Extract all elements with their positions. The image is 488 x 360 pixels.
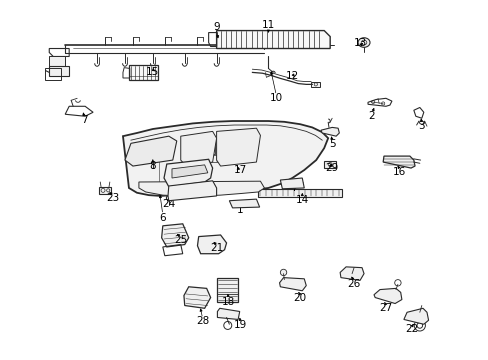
Text: 23: 23: [106, 193, 120, 203]
Text: 29: 29: [325, 163, 338, 173]
Polygon shape: [122, 121, 327, 196]
Text: 24: 24: [162, 199, 175, 209]
Polygon shape: [229, 199, 259, 208]
Text: 27: 27: [379, 302, 392, 312]
Text: 20: 20: [293, 293, 306, 302]
Polygon shape: [217, 308, 239, 319]
Polygon shape: [181, 131, 216, 167]
Bar: [216, 141, 238, 154]
Polygon shape: [403, 308, 427, 324]
Text: 25: 25: [174, 235, 187, 245]
Text: 8: 8: [149, 161, 156, 171]
Bar: [311, 82, 320, 87]
Ellipse shape: [357, 38, 369, 47]
Polygon shape: [197, 235, 226, 254]
Polygon shape: [139, 181, 264, 196]
Text: 22: 22: [405, 324, 418, 334]
Polygon shape: [279, 278, 305, 291]
Bar: [217, 278, 238, 302]
Text: 16: 16: [392, 167, 406, 177]
Ellipse shape: [136, 141, 158, 159]
Text: 19: 19: [233, 320, 246, 330]
Polygon shape: [280, 178, 304, 189]
Bar: [99, 187, 111, 194]
Polygon shape: [49, 67, 69, 76]
Polygon shape: [125, 136, 176, 166]
Polygon shape: [373, 288, 401, 303]
Bar: [324, 161, 335, 168]
Bar: [190, 141, 214, 154]
Text: 17: 17: [233, 165, 246, 175]
Ellipse shape: [280, 269, 286, 276]
Text: 3: 3: [418, 121, 424, 131]
Polygon shape: [216, 128, 260, 166]
Text: 12: 12: [285, 71, 298, 81]
Text: 2: 2: [368, 111, 375, 121]
Bar: [129, 65, 157, 80]
Text: 6: 6: [159, 213, 166, 223]
Polygon shape: [183, 287, 210, 308]
Polygon shape: [49, 57, 65, 67]
Text: 7: 7: [81, 115, 87, 125]
Polygon shape: [383, 156, 414, 168]
Text: 1: 1: [237, 205, 244, 215]
Polygon shape: [320, 127, 339, 136]
Polygon shape: [162, 224, 188, 247]
Ellipse shape: [155, 142, 170, 154]
Polygon shape: [168, 181, 216, 201]
Text: 26: 26: [347, 279, 360, 289]
Text: 13: 13: [353, 37, 366, 48]
Text: 14: 14: [295, 195, 308, 205]
Text: 10: 10: [269, 93, 283, 103]
Polygon shape: [216, 31, 329, 49]
Polygon shape: [340, 267, 363, 280]
Polygon shape: [172, 165, 207, 178]
Text: 9: 9: [213, 22, 220, 32]
Bar: [157, 150, 161, 192]
Text: 18: 18: [222, 297, 235, 306]
Polygon shape: [163, 159, 212, 187]
Text: 5: 5: [328, 139, 335, 149]
Text: 11: 11: [261, 19, 274, 30]
Bar: [258, 189, 342, 197]
Text: 28: 28: [196, 316, 209, 327]
Text: 4: 4: [288, 183, 295, 193]
Bar: [190, 155, 238, 162]
Text: 15: 15: [146, 67, 159, 77]
Text: 21: 21: [209, 243, 223, 253]
